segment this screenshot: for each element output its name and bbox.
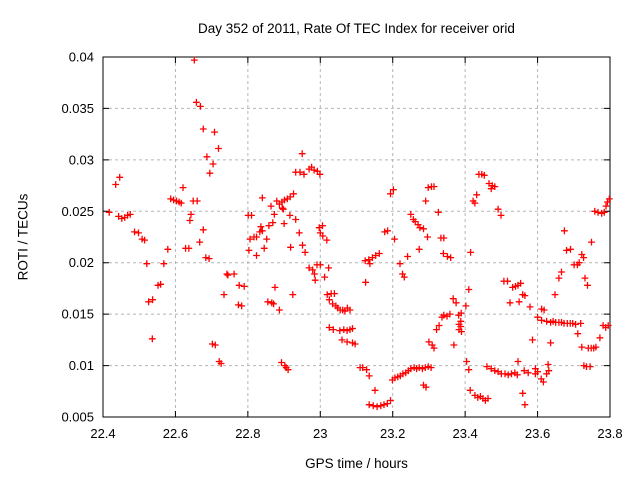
chart-title: Day 352 of 2011, Rate Of TEC Index for r… bbox=[198, 21, 515, 36]
plot-frame bbox=[102, 56, 611, 418]
y-tick-label: 0.015 bbox=[61, 307, 94, 322]
x-tick-label: 23.6 bbox=[525, 426, 550, 441]
tick-marks bbox=[102, 56, 611, 418]
x-tick-label: 23.2 bbox=[380, 426, 405, 441]
y-tick-label: 0.01 bbox=[69, 358, 94, 373]
gridlines bbox=[102, 56, 611, 418]
y-tick-label: 0.04 bbox=[69, 50, 94, 65]
y-tick-label: 0.005 bbox=[61, 410, 94, 425]
x-tick-label: 22.6 bbox=[163, 426, 188, 441]
x-tick-label: 23.8 bbox=[597, 426, 622, 441]
x-tick-label: 23 bbox=[313, 426, 327, 441]
x-tick-label: 22.4 bbox=[90, 426, 115, 441]
y-tick-label: 0.025 bbox=[61, 204, 94, 219]
x-axis-label: GPS time / hours bbox=[305, 456, 408, 471]
x-tick-label: 22.8 bbox=[235, 426, 260, 441]
y-tick-label: 0.03 bbox=[69, 152, 94, 167]
y-tick-label: 0.035 bbox=[61, 101, 94, 116]
y-tick-label: 0.02 bbox=[69, 255, 94, 270]
data-points bbox=[105, 56, 613, 411]
x-tick-label: 23.4 bbox=[452, 426, 477, 441]
